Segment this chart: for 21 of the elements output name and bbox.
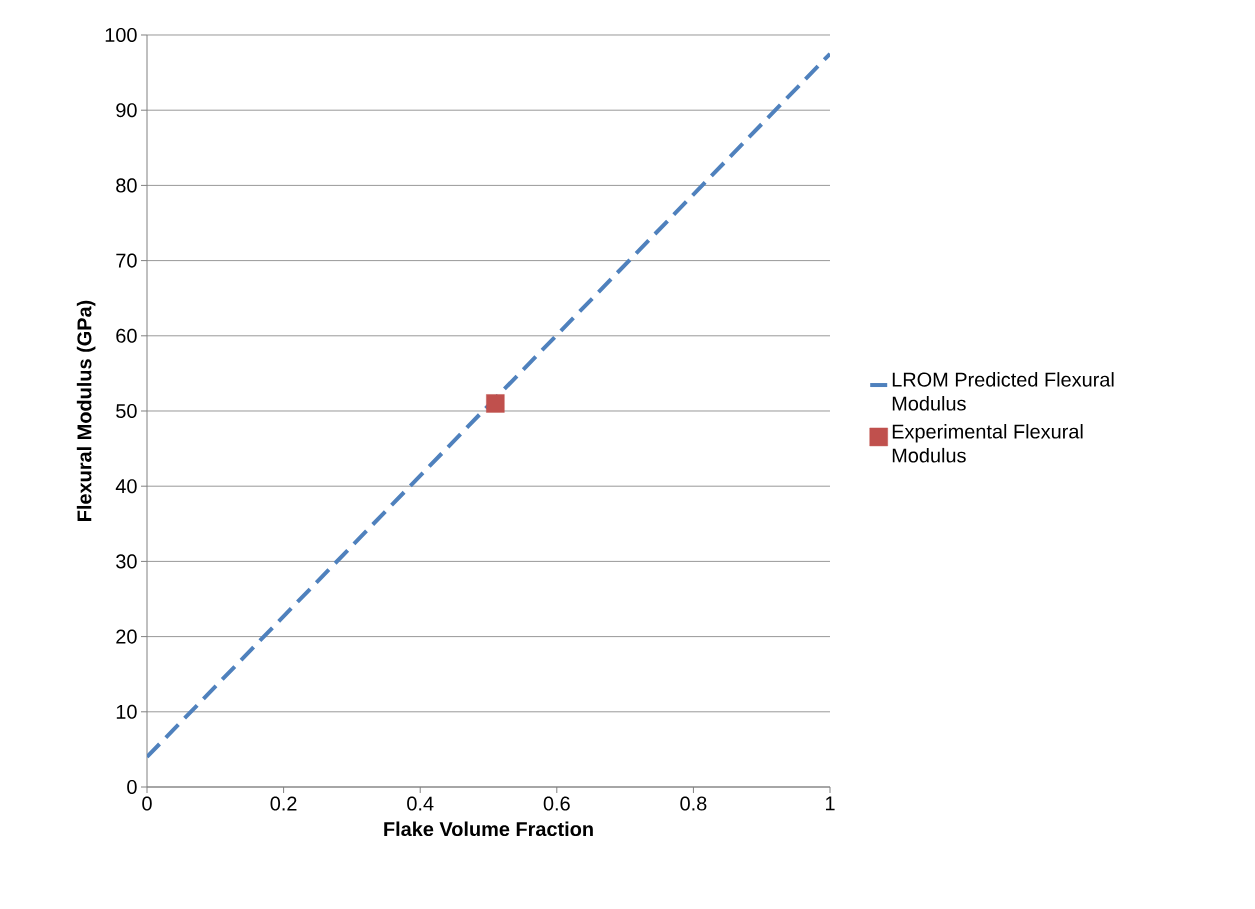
y-axis-title: Flexural Modulus (GPa): [76, 300, 96, 521]
y-tick-label: 60: [116, 328, 137, 343]
y-tick-label: 0: [127, 779, 137, 795]
x-tick-label: 0.6: [543, 796, 570, 811]
legend-label: LROM Predicted Flexural Modulus: [892, 372, 1114, 411]
x-axis-title: Flake Volume Fraction: [384, 821, 593, 837]
y-tick-label: 10: [116, 704, 137, 719]
y-tick-label: 30: [116, 554, 137, 569]
x-tick-label: 0: [142, 796, 152, 811]
y-tick-label: 100: [105, 27, 137, 43]
x-tick-label: 0.2: [270, 796, 297, 811]
y-tick-label: 50: [116, 403, 137, 419]
y-tick-label: 90: [116, 103, 137, 118]
legend-label: Experimental Flexural Modulus: [892, 423, 1083, 463]
x-tick-label: 0.8: [680, 796, 707, 811]
y-tick-label: 80: [116, 178, 137, 193]
y-tick-label: 40: [115, 479, 137, 494]
x-tick-label: 1: [825, 796, 835, 811]
x-tick-label: 0.4: [407, 796, 434, 811]
y-tick-label: 20: [116, 629, 137, 644]
y-tick-label: 70: [116, 253, 137, 268]
